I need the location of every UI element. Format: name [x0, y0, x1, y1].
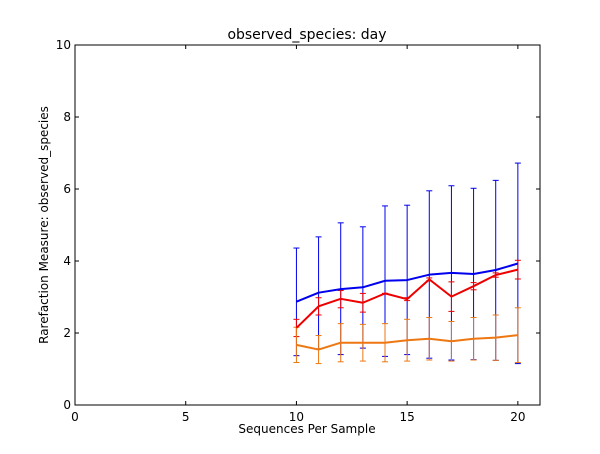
y-tick-label: 4: [63, 254, 71, 268]
series-1-line: [296, 262, 519, 303]
series-3-line: [296, 334, 518, 351]
x-tick-label: 10: [289, 410, 304, 424]
series-2-line: [295, 268, 519, 329]
chart-title: observed_species: day: [227, 27, 386, 43]
y-tick-label: 10: [56, 38, 71, 52]
y-tick-label: 2: [63, 326, 71, 340]
axes: 0 5 10 15 20 0 2 4 6 8 10: [56, 38, 541, 424]
x-tick-label: 0: [71, 410, 79, 424]
y-axis-label: Rarefaction Measure: observed_species: [37, 106, 51, 344]
plot-area: [293, 162, 521, 365]
axes-frame: [74, 44, 541, 406]
y-tick-label: 6: [63, 182, 71, 196]
x-tick-label: 15: [400, 410, 415, 424]
x-tick-label: 20: [510, 410, 525, 424]
x-tick-label: 5: [182, 410, 190, 424]
x-axis-label: Sequences Per Sample: [238, 422, 375, 436]
y-tick-label: 8: [63, 110, 71, 124]
y-tick-label: 0: [63, 398, 71, 412]
